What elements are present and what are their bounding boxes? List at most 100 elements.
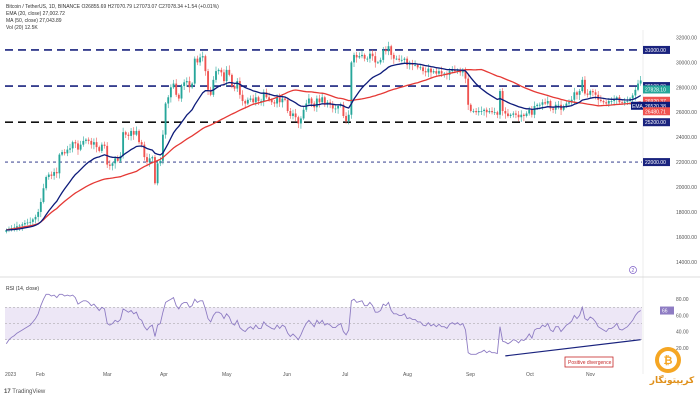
candle-body	[119, 155, 122, 161]
candle-body	[549, 101, 552, 109]
candle-body	[164, 103, 167, 135]
candle-body	[536, 104, 539, 107]
candle-body	[262, 92, 265, 102]
candle-body	[167, 97, 170, 104]
candle-body	[122, 132, 125, 156]
rsi-tick-label: 60.00	[676, 313, 689, 319]
time-tick-label: Nov	[586, 372, 595, 378]
candle-body	[477, 110, 480, 113]
candle-body	[50, 174, 53, 176]
price-tick-label: 32000.00	[676, 35, 697, 41]
candle-body	[180, 86, 183, 99]
time-tick-label: Apr	[160, 372, 168, 378]
candle-body	[270, 99, 273, 103]
ema-tag-badge	[631, 101, 643, 110]
candle-body	[74, 142, 77, 144]
candle-body	[193, 58, 196, 84]
candle-body	[504, 110, 507, 114]
candle-body	[5, 229, 8, 232]
rsi-title: RSI (14, close)	[6, 286, 39, 292]
price-tick-label: 14000.00	[676, 260, 697, 266]
candle-body	[491, 110, 493, 113]
candle-body	[39, 201, 42, 212]
candle-body	[257, 97, 260, 102]
candle-body	[225, 69, 228, 82]
rsi-tick-label: 40.00	[676, 330, 689, 336]
level-badge	[643, 45, 670, 54]
candle-body	[156, 163, 159, 184]
candle-body	[172, 83, 175, 88]
ema20-line	[6, 62, 642, 231]
time-tick-label: Jun	[283, 372, 291, 378]
candle-body	[215, 71, 217, 80]
candle-body	[517, 114, 520, 118]
candle-body	[626, 101, 629, 102]
candle-body	[631, 95, 634, 99]
time-tick-label: Mar	[103, 372, 112, 378]
candle-body	[292, 113, 294, 116]
candle-body	[135, 130, 138, 135]
candle-body	[132, 130, 135, 135]
candle-body	[207, 71, 209, 90]
candle-body	[422, 67, 424, 72]
price-badge	[643, 107, 670, 116]
candle-body	[586, 93, 589, 95]
price-tick-label: 26000.00	[676, 110, 697, 116]
candle-body	[366, 58, 369, 60]
candle-body	[591, 91, 594, 93]
candle-body	[138, 130, 140, 143]
candle-body	[493, 112, 496, 114]
candle-body	[315, 98, 318, 108]
time-tick-label: Jul	[342, 372, 348, 378]
candle-body	[464, 71, 467, 79]
ma-legend: MA (50, close) 27,043.89	[6, 18, 62, 24]
time-tick-label: May	[222, 372, 232, 378]
price-panel: 14000.00 16000.00 18000.00 20000.00 22000.00…	[5, 30, 697, 374]
candle-body	[92, 142, 95, 145]
candle-body	[594, 92, 597, 95]
candle-body	[475, 110, 478, 113]
annotation-label: 2	[632, 268, 635, 274]
candle-body	[130, 130, 133, 136]
candle-body	[16, 226, 18, 228]
price-tick-label: 30000.00	[676, 60, 697, 66]
candle-body	[294, 113, 297, 118]
candle-body	[528, 109, 531, 114]
candle-body	[273, 102, 276, 104]
price-badge	[643, 85, 670, 94]
tradingview-logo[interactable]: 17 TradingView	[4, 389, 45, 395]
candle-body	[562, 106, 565, 110]
ema-legend: EMA (20, close) 27,002.72	[6, 11, 65, 17]
candle-body	[334, 108, 337, 110]
candle-body	[379, 59, 382, 63]
candle-body	[29, 221, 32, 223]
candle-body	[47, 174, 50, 178]
candle-body	[95, 142, 98, 148]
candle-body	[116, 158, 119, 161]
candle-body	[252, 98, 255, 103]
candle-body	[623, 101, 626, 103]
candle-body	[154, 157, 156, 184]
candle-body	[581, 79, 584, 92]
watermark-logo: ₿ کریپتونگار	[648, 342, 696, 390]
rsi-value-badge	[660, 306, 674, 315]
candle-body	[212, 79, 215, 95]
candle-body	[45, 177, 48, 189]
price-tick-label: 18000.00	[676, 210, 697, 216]
candle-body	[111, 163, 114, 166]
candle-body	[331, 104, 334, 109]
candle-body	[26, 222, 29, 224]
candle-body	[347, 114, 350, 121]
candle-body	[188, 81, 191, 88]
candle-body	[411, 63, 414, 65]
candle-body	[589, 91, 592, 95]
divergence-box	[564, 356, 614, 368]
candle-body	[607, 101, 610, 104]
price-axis: 14000.00 16000.00 18000.00 20000.00 22000.00…	[642, 30, 697, 374]
candle-body	[254, 97, 257, 103]
candle-body	[159, 160, 162, 164]
candle-body	[13, 227, 16, 229]
candle-body	[602, 101, 605, 103]
